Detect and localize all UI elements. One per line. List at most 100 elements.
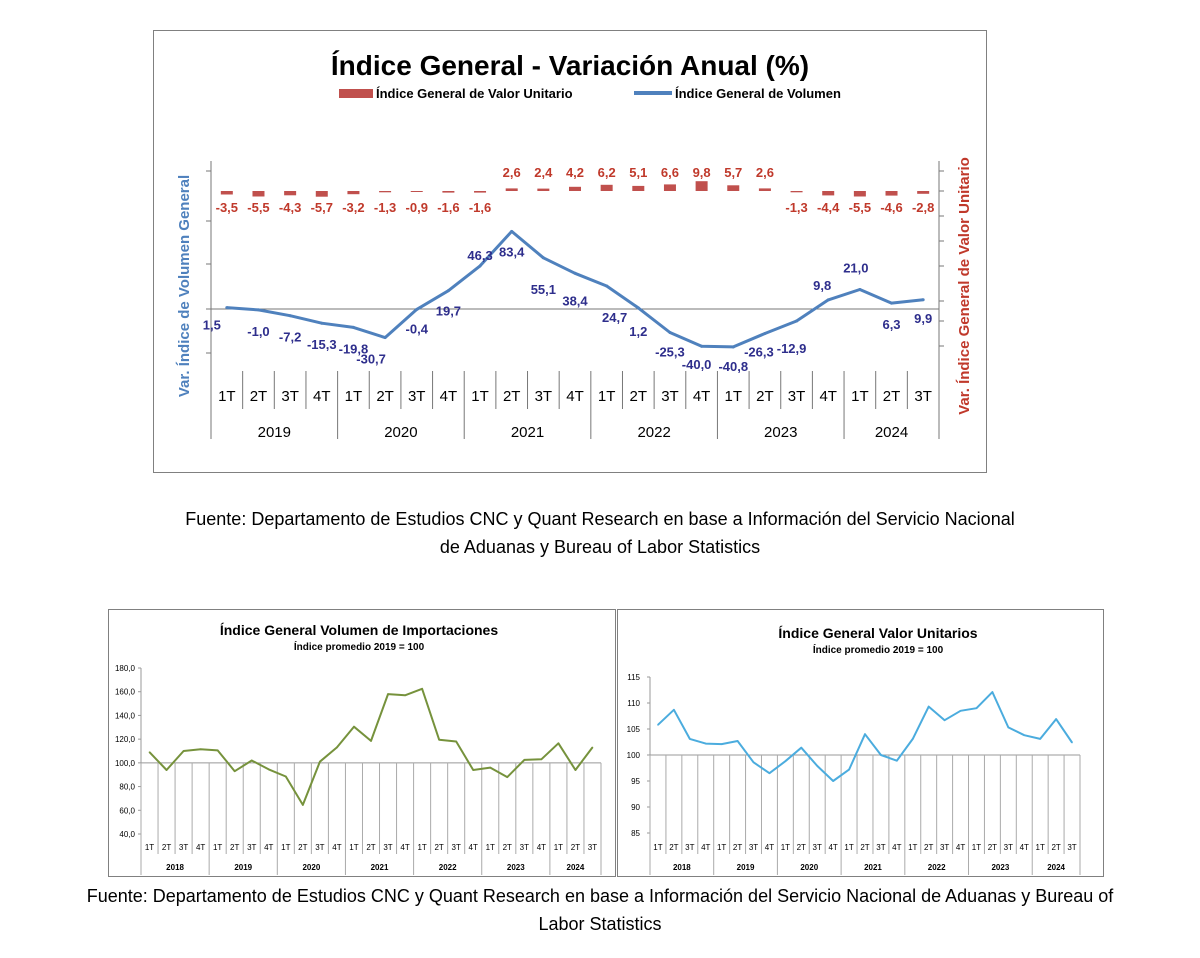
volume-chart-panel: Índice General Volumen de Importaciones … [108,609,616,877]
volume-point [795,319,799,323]
unit-value-bar [790,191,803,193]
series-point [216,749,219,752]
line-value-label: 1,2 [629,324,647,339]
series-point [848,768,850,771]
quarter-label: 1T [844,843,853,852]
quarter-label: 4T [196,843,205,852]
line-value-label: 38,4 [562,293,588,308]
volume-chart: Índice General Volumen de Importaciones … [115,622,602,875]
line-value-label: 21,0 [843,260,868,275]
quarter-label: 1T [554,843,563,852]
volume-point [383,336,387,340]
quarter-label: 1T [1036,843,1045,852]
quarter-label: 3T [520,843,529,852]
series-point [768,772,771,774]
source-note-2: Fuente: Departamento de Estudios CNC y Q… [20,882,1180,938]
series-point [233,770,236,772]
legend-bar-swatch [339,89,373,98]
source-note-2-line-a: Fuente: Departamento de Estudios CNC y Q… [86,886,1114,906]
line-value-label: -15,3 [307,337,337,352]
volume-point [890,301,894,305]
main-bars [220,181,930,197]
volume-point [731,345,735,349]
quarter-label: 2T [162,843,171,852]
series-point [1055,718,1057,720]
year-label: 2021 [371,863,389,872]
unit-value-chart-subtitle: Índice promedio 2019 = 100 [813,643,944,656]
line-value-label: 46,3 [467,248,492,263]
quarter-label: 1T [653,843,662,852]
series-point [591,746,594,749]
bar-value-label: -5,7 [311,200,333,215]
year-label: 2020 [384,424,417,441]
volume-point [921,298,925,302]
quarter-label: 2T [503,388,521,405]
source-note-2-line-b: Labor Statistics [538,914,662,934]
volume-chart-body: 180,0 160,0 140,0 120,0 100,0 80,0 60,0 40,0 1T 2… [115,664,602,875]
quarter-label: 3T [813,843,822,852]
series-point [689,738,691,740]
quarter-label: 3T [588,843,597,852]
source-note-1: Fuente: Departamento de Estudios CNC y Q… [100,505,1100,561]
series-line [148,687,594,806]
quarter-label: 2T [756,388,774,405]
quarter-label: 4T [264,843,273,852]
series-point [1007,726,1010,729]
quarter-label: 2T [860,843,869,852]
year-label: 2020 [302,863,320,872]
volume-point [668,331,672,335]
y-tick-label: 120,0 [115,735,136,744]
quarter-label: 2T [669,843,678,852]
series-point [832,780,834,782]
main-line-series [225,229,925,349]
quarter-label: 3T [1067,843,1076,852]
line-value-label: 19,7 [436,304,461,319]
right-axis-label: Var. Índice General de Valor Unitario [956,157,973,415]
line-value-label: -25,3 [655,345,685,360]
series-point [319,760,321,763]
series-point [816,765,819,767]
unit-value-bar [315,191,328,197]
bar-value-label: 9,8 [693,165,711,180]
quarter-label: 4T [765,843,774,852]
series-point [250,759,253,762]
year-label: 2020 [800,863,818,872]
volume-point [320,321,324,325]
y-tick-label: 115 [627,673,640,682]
bar-value-label: -4,3 [279,200,301,215]
volume-point [826,298,830,302]
series-point [673,708,675,711]
quarter-label: 4T [313,388,331,405]
volume-point [288,314,292,318]
series-point [199,748,202,751]
series-point [720,743,723,745]
y-tick-label: 105 [627,725,641,734]
y-tick-label: 160,0 [115,688,136,697]
bar-value-label: -5,5 [247,200,269,215]
quarter-label: 3T [914,388,932,405]
series-point [489,766,492,769]
series-point [752,761,755,764]
series-point [455,740,457,743]
volume-point [605,284,609,288]
year-label: 2022 [637,424,670,441]
y-tick-label: 110 [627,699,640,708]
unit-value-bar [853,191,866,197]
line-value-label: -1,0 [247,324,269,339]
quarter-label: 4T [469,843,478,852]
quarter-label: 3T [535,388,553,405]
unit-value-bar [569,186,581,191]
quarter-label: 1T [471,388,489,405]
unit-value-chart-title: Índice General Valor Unitarios [778,625,977,641]
volume-point [858,287,862,291]
main-chart-panel: Índice General - Variación Anual (%) Índ… [153,30,987,473]
unit-value-bar [410,191,423,192]
unit-value-bar [537,188,550,191]
line-value-label: -0,4 [406,321,429,336]
series-point [991,691,994,693]
main-chart: Índice General - Variación Anual (%) Índ… [176,50,973,441]
quarter-label: 4T [537,843,546,852]
quarter-label: 3T [685,843,694,852]
year-label: 2023 [764,424,797,441]
quarter-label: 2T [630,388,648,405]
